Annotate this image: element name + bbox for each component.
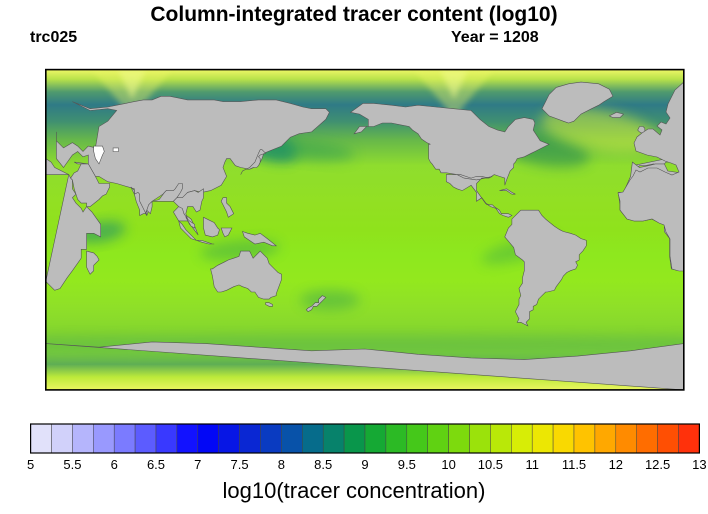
svg-text:7: 7 bbox=[194, 457, 201, 472]
svg-text:6.5: 6.5 bbox=[147, 457, 165, 472]
svg-text:9.5: 9.5 bbox=[398, 457, 416, 472]
svg-text:10: 10 bbox=[441, 457, 455, 472]
svg-text:6: 6 bbox=[111, 457, 118, 472]
svg-text:12.5: 12.5 bbox=[645, 457, 670, 472]
svg-text:12: 12 bbox=[609, 457, 623, 472]
svg-text:9: 9 bbox=[361, 457, 368, 472]
svg-text:11: 11 bbox=[525, 457, 539, 472]
svg-text:11.5: 11.5 bbox=[562, 457, 586, 472]
svg-text:5: 5 bbox=[27, 457, 34, 472]
svg-text:10.5: 10.5 bbox=[478, 457, 503, 472]
svg-text:8.5: 8.5 bbox=[314, 457, 332, 472]
svg-text:7.5: 7.5 bbox=[231, 457, 249, 472]
svg-text:5.5: 5.5 bbox=[63, 457, 81, 472]
svg-text:8: 8 bbox=[278, 457, 285, 472]
svg-text:13: 13 bbox=[692, 457, 706, 472]
